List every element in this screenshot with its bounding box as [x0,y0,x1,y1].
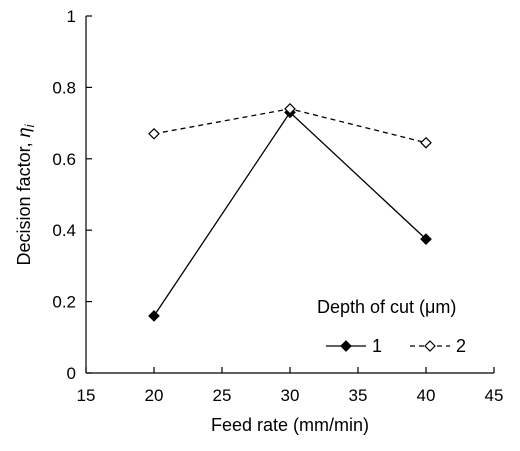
y-tick-label: 0 [67,364,76,383]
y-ticks: 0 0.2 0.4 0.6 0.8 1 [52,7,92,383]
y-axis-title: Decision factor, ηi [14,123,37,265]
legend-label: 2 [456,336,466,356]
x-tick-label: 45 [485,386,504,405]
y-tick-label: 0.2 [52,293,76,312]
legend-marker [340,340,352,352]
data-point [420,233,432,245]
y-axis-title-text: Decision factor, [14,137,34,265]
data-point [420,136,432,149]
x-tick-label: 30 [281,386,300,405]
y-tick-label: 0.8 [52,78,76,97]
y-tick-label: 0.6 [52,150,76,169]
y-tick-label: 0.4 [52,221,76,240]
legend-marker [424,340,436,352]
series-1 [148,106,432,322]
y-axis-symbol: η [14,127,34,137]
x-tick-label: 35 [349,386,368,405]
legend-title: Depth of cut (μm) [317,297,456,317]
x-tick-label: 20 [145,386,164,405]
series-2 [148,102,432,149]
data-point [284,102,296,115]
y-tick-label: 1 [67,7,76,26]
plot-frame [85,16,494,374]
x-axis-title: Feed rate (mm/min) [211,415,369,435]
legend-entry: 2 [410,336,466,356]
series-line [153,111,427,317]
series-layer [148,102,432,322]
y-axis-subscript: i [22,123,37,127]
x-tick-label: 40 [417,386,436,405]
data-point [148,127,160,140]
legend-label: 1 [372,336,382,356]
legend-entry: 1 [326,336,382,356]
x-ticks: 15 20 25 30 35 40 45 [77,367,504,405]
data-point [148,310,160,322]
x-tick-label: 25 [213,386,232,405]
x-tick-label: 15 [77,386,96,405]
